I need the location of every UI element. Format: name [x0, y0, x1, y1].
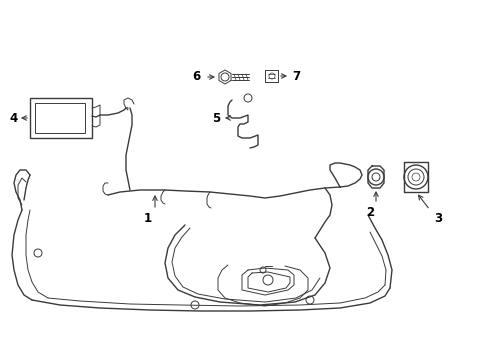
Text: 4: 4	[10, 112, 18, 125]
Text: 7: 7	[291, 69, 300, 82]
Bar	[30, 98, 92, 138]
Text: 3: 3	[433, 211, 441, 225]
Text: 6: 6	[191, 71, 200, 84]
Text: 2: 2	[365, 206, 373, 219]
Text: 1: 1	[143, 211, 152, 225]
Bar	[35, 103, 85, 133]
Text: 5: 5	[211, 112, 220, 125]
